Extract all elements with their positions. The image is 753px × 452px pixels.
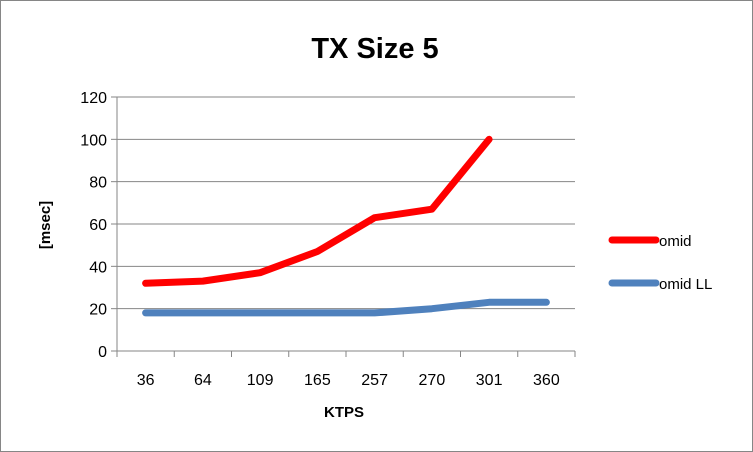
x-tick-label: 64 — [194, 372, 212, 389]
x-axis-title: KTPS — [324, 404, 364, 421]
y-tick-label: 0 — [98, 344, 107, 361]
y-tick-label: 100 — [80, 132, 107, 149]
gridlines — [117, 96, 575, 310]
y-axis-title: [msec] — [37, 201, 54, 249]
y-tick-label: 60 — [89, 217, 107, 234]
series-line-omid-ll — [142, 298, 550, 317]
x-tick-label: 360 — [533, 372, 560, 389]
chart-title: TX Size 5 — [311, 33, 438, 65]
x-tick-label: 270 — [419, 372, 446, 389]
legend-label: omid LL — [659, 276, 712, 293]
x-tick-label: 109 — [247, 372, 274, 389]
x-tick-label: 301 — [476, 372, 503, 389]
series-lines — [142, 135, 550, 317]
series-line-omid — [142, 135, 493, 287]
y-tick-label: 40 — [89, 259, 107, 276]
y-tick-label: 20 — [89, 302, 107, 319]
y-tick-label: 120 — [80, 90, 107, 107]
axes — [111, 96, 576, 357]
x-tick-label: 257 — [361, 372, 388, 389]
x-tick-label: 36 — [137, 372, 155, 389]
legend: omid omid LL — [608, 233, 712, 293]
y-tick-label: 80 — [89, 175, 107, 192]
x-tick-label: 165 — [304, 372, 331, 389]
legend-label: omid — [659, 233, 692, 250]
y-tick-labels: 0 20 40 60 80 100 120 — [80, 90, 107, 361]
x-tick-labels: 36 64 109 165 257 270 301 360 — [137, 372, 560, 389]
